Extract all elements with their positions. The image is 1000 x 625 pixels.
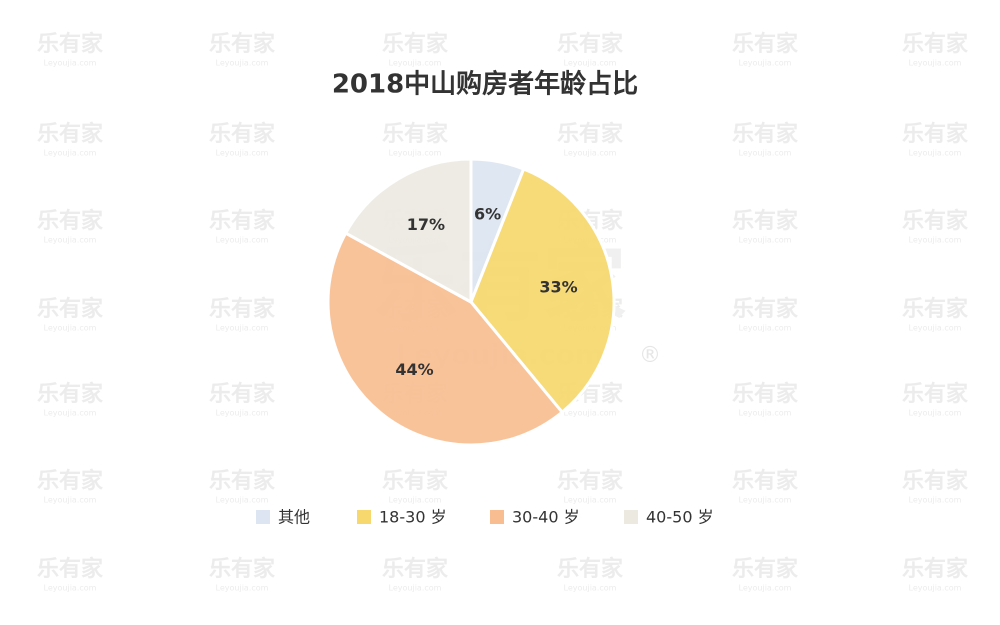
watermark-brand: 乐有家: [902, 468, 969, 494]
watermark-site: Leyoujia.com: [909, 409, 962, 418]
watermark-brand: 乐有家: [209, 296, 276, 322]
watermark-site: Leyoujia.com: [389, 496, 442, 505]
watermark-brand: 乐有家: [37, 381, 104, 407]
watermark-brand: 乐有家: [37, 31, 104, 57]
pie-slice: [469, 167, 616, 415]
watermark-site: Leyoujia.com: [909, 324, 962, 333]
legend-label: 18-30 岁: [379, 508, 447, 527]
watermark-site: Leyoujia.com: [739, 236, 792, 245]
data-label: 33%: [539, 278, 577, 297]
watermark-site: Leyoujia.com: [44, 324, 97, 333]
watermark-brand: 乐有家: [382, 556, 449, 582]
watermark-brand: 乐有家: [732, 208, 799, 234]
watermark-site: Leyoujia.com: [44, 496, 97, 505]
watermark-site: Leyoujia.com: [909, 59, 962, 68]
watermark-brand: 乐有家: [557, 468, 624, 494]
watermark-brand: 乐有家: [902, 31, 969, 57]
watermark-brand: 乐有家: [209, 381, 276, 407]
watermark-brand: 乐有家: [382, 31, 449, 57]
legend-label: 30-40 岁: [512, 508, 580, 527]
watermark-brand: 乐有家: [557, 121, 624, 147]
watermark-brand: 乐有家: [732, 556, 799, 582]
watermark-brand: 乐有家: [732, 381, 799, 407]
watermark-brand: 乐有家: [382, 468, 449, 494]
watermark-brand: 乐有家: [732, 121, 799, 147]
watermark-brand: 乐有家: [37, 468, 104, 494]
watermark-brand: 乐有家: [209, 208, 276, 234]
watermark-site: Leyoujia.com: [739, 584, 792, 593]
watermark-brand: 乐有家: [209, 121, 276, 147]
watermark-brand: 乐有家: [37, 121, 104, 147]
watermark-site: Leyoujia.com: [909, 584, 962, 593]
watermark-site: Leyoujia.com: [216, 236, 269, 245]
watermark-brand: 乐有家: [902, 296, 969, 322]
watermark-site: Leyoujia.com: [739, 149, 792, 158]
pie-slice: [343, 157, 473, 305]
watermark-site: Leyoujia.com: [44, 584, 97, 593]
legend-swatch: [357, 510, 371, 524]
watermark-brand: 乐有家: [732, 468, 799, 494]
watermark-site: Leyoujia.com: [216, 149, 269, 158]
watermark-mark: ®: [639, 343, 661, 368]
watermark-brand: 乐有家: [209, 556, 276, 582]
watermark-site: Leyoujia.com: [216, 59, 269, 68]
watermark-site: Leyoujia.com: [909, 496, 962, 505]
watermark-site: Leyoujia.com: [564, 584, 617, 593]
watermark-site: Leyoujia.com: [739, 59, 792, 68]
watermark-brand: 乐有家: [732, 31, 799, 57]
watermark-brand: 乐有家: [902, 121, 969, 147]
watermark-brand: 乐有家: [902, 556, 969, 582]
watermark-brand: 乐有家: [902, 208, 969, 234]
watermark-brand: 乐有家: [382, 121, 449, 147]
pie-slice: [326, 231, 565, 447]
chart-title: 2018中山购房者年龄占比: [332, 69, 638, 100]
watermark-site: Leyoujia.com: [909, 236, 962, 245]
legend-swatch: [256, 510, 270, 524]
watermark-site: Leyoujia.com: [564, 496, 617, 505]
watermark-site: Leyoujia.com: [739, 496, 792, 505]
pie: 6% 33% 44% 17%: [326, 157, 616, 447]
watermark-site: Leyoujia.com: [389, 149, 442, 158]
watermark-site: Leyoujia.com: [216, 324, 269, 333]
legend-label: 40-50 岁: [646, 508, 714, 527]
watermark-site: Leyoujia.com: [216, 409, 269, 418]
watermark-site: Leyoujia.com: [44, 236, 97, 245]
watermark-site: Leyoujia.com: [216, 496, 269, 505]
data-label: 44%: [395, 360, 433, 379]
watermark-site: Leyoujia.com: [564, 409, 617, 418]
legend-swatch: [624, 510, 638, 524]
watermark-site: Leyoujia.com: [44, 59, 97, 68]
watermark-site: Leyoujia.com: [389, 584, 442, 593]
watermark-brand: 乐有家: [557, 31, 624, 57]
data-label: 17%: [407, 215, 445, 234]
watermark-brand: 乐有家: [209, 468, 276, 494]
watermark-site: Leyoujia.com: [216, 584, 269, 593]
watermark-brand: 乐有家: [37, 556, 104, 582]
watermark-brand: 乐有家: [902, 381, 969, 407]
watermark-site: Leyoujia.com: [564, 59, 617, 68]
legend: 其他 18-30 岁 30-40 岁 40-50 岁: [256, 508, 714, 527]
legend-swatch: [490, 510, 504, 524]
watermark-brand: 乐有家: [209, 31, 276, 57]
watermark-site: Leyoujia.com: [909, 149, 962, 158]
watermark-brand: 乐有家: [37, 208, 104, 234]
watermark-site: Leyoujia.com: [739, 324, 792, 333]
watermark-brand: 乐有家: [557, 556, 624, 582]
watermark-brand: 乐有家: [732, 296, 799, 322]
watermark-site: Leyoujia.com: [44, 409, 97, 418]
legend-label: 其他: [278, 508, 310, 527]
watermark-site: Leyoujia.com: [389, 59, 442, 68]
watermark-site: Leyoujia.com: [739, 409, 792, 418]
watermark-brand: 乐有家: [37, 296, 104, 322]
watermark-site: Leyoujia.com: [564, 149, 617, 158]
data-label: 6%: [474, 204, 501, 223]
watermark-site: Leyoujia.com: [44, 149, 97, 158]
